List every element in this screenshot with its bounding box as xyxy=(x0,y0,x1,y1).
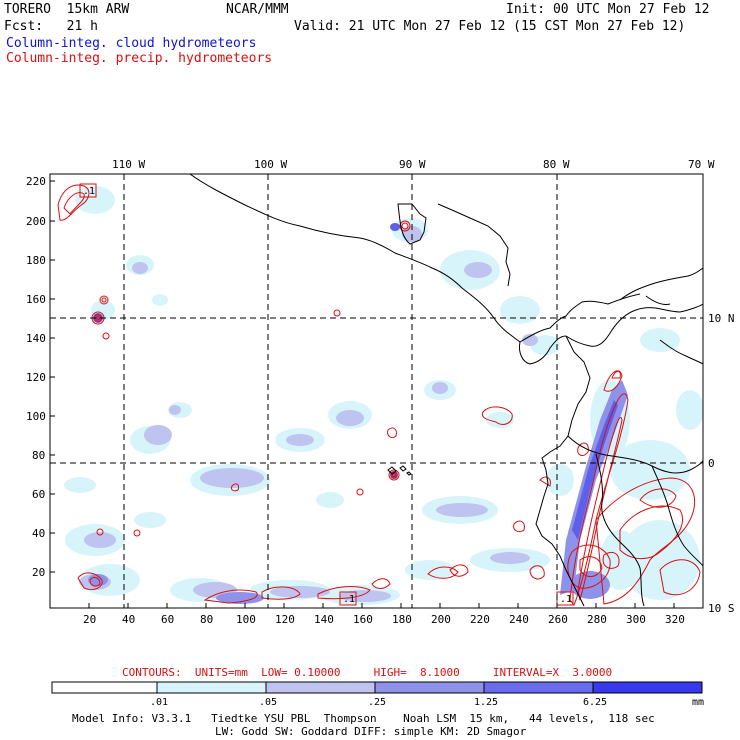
init-time: Init: 00 UTC Mon 27 Feb 12 xyxy=(506,2,710,17)
model-title: TORERO 15km ARW xyxy=(4,2,130,17)
coastlines xyxy=(189,174,703,607)
lat-label-10n: 10 N xyxy=(708,312,735,325)
lon-label-80w: 80 W xyxy=(543,158,570,171)
x-tick: 60 xyxy=(161,613,175,626)
y-tick: 120 xyxy=(26,371,46,384)
cloud-medium-shading xyxy=(79,226,538,602)
cloud-peak-shading xyxy=(93,223,618,540)
x-tick: 280 xyxy=(587,613,607,626)
model-info: Model Info: V3.3.1 Tiedtke YSU PBL Thomp… xyxy=(72,712,655,725)
x-tick: 300 xyxy=(626,613,646,626)
lon-label-70w: 70 W xyxy=(688,158,715,171)
precip-contours xyxy=(57,183,701,606)
x-tick: 320 xyxy=(665,613,685,626)
contour-label-1: .1 xyxy=(83,186,95,197)
x-tick: 220 xyxy=(470,613,490,626)
forecast-hour: Fcst: 21 h xyxy=(4,19,98,34)
lon-label-90w: 90 W xyxy=(399,158,426,171)
colorbar-label: .01 xyxy=(150,697,169,708)
x-tick: 240 xyxy=(509,613,529,626)
lon-label-110w: 110 W xyxy=(112,158,146,171)
colorbar-unit: mm xyxy=(692,697,705,708)
y-tick: 220 xyxy=(26,175,46,188)
y-tick: 200 xyxy=(26,215,46,228)
x-tick: 180 xyxy=(392,613,412,626)
y-tick: 80 xyxy=(32,449,46,462)
axis-ticks xyxy=(50,180,675,608)
x-tick: 200 xyxy=(431,613,451,626)
y-tick: 180 xyxy=(26,254,46,267)
valid-time: Valid: 21 UTC Mon 27 Feb 12 (15 CST Mon … xyxy=(294,19,686,34)
model-physics: LW: Godd SW: Goddard DIFF: simple KM: 2D… xyxy=(215,725,527,738)
colorbar-label: 1.25 xyxy=(474,697,499,708)
contours-info: CONTOURS: UNITS=mm LOW= 0.10000 HIGH= 8.… xyxy=(122,666,613,679)
lat-label-10s: 10 S xyxy=(708,602,735,615)
lat-label-0: 0 xyxy=(708,457,715,470)
colorbar xyxy=(51,681,703,694)
x-tick: 140 xyxy=(314,613,334,626)
cloud-light-shading xyxy=(64,186,703,605)
contour-label-2: .1 xyxy=(343,594,355,605)
y-tick: 140 xyxy=(26,332,46,345)
x-tick: 160 xyxy=(353,613,373,626)
y-tick: 60 xyxy=(32,488,46,501)
x-tick: 40 xyxy=(122,613,136,626)
colorbar-label: .05 xyxy=(259,697,278,708)
y-tick: 40 xyxy=(32,527,46,540)
map-frame xyxy=(49,173,704,609)
field-precip-label: Column-integ. precip. hydrometeors xyxy=(6,51,273,66)
x-tick: 20 xyxy=(83,613,97,626)
field-cloud-label: Column-integ. cloud hydrometeors xyxy=(6,36,257,51)
org-label: NCAR/MMM xyxy=(226,2,289,17)
x-tick: 260 xyxy=(548,613,568,626)
y-tick: 20 xyxy=(32,566,46,579)
contour-label-3: .1 xyxy=(560,594,572,605)
colorbar-label: .25 xyxy=(368,697,387,708)
x-tick: 100 xyxy=(236,613,256,626)
lon-label-100w: 100 W xyxy=(254,158,288,171)
x-tick: 120 xyxy=(275,613,295,626)
y-tick: 100 xyxy=(26,410,46,423)
x-tick: 80 xyxy=(200,613,214,626)
graticule xyxy=(50,174,703,608)
y-tick: 160 xyxy=(26,293,46,306)
colorbar-label: 6.25 xyxy=(583,697,608,708)
